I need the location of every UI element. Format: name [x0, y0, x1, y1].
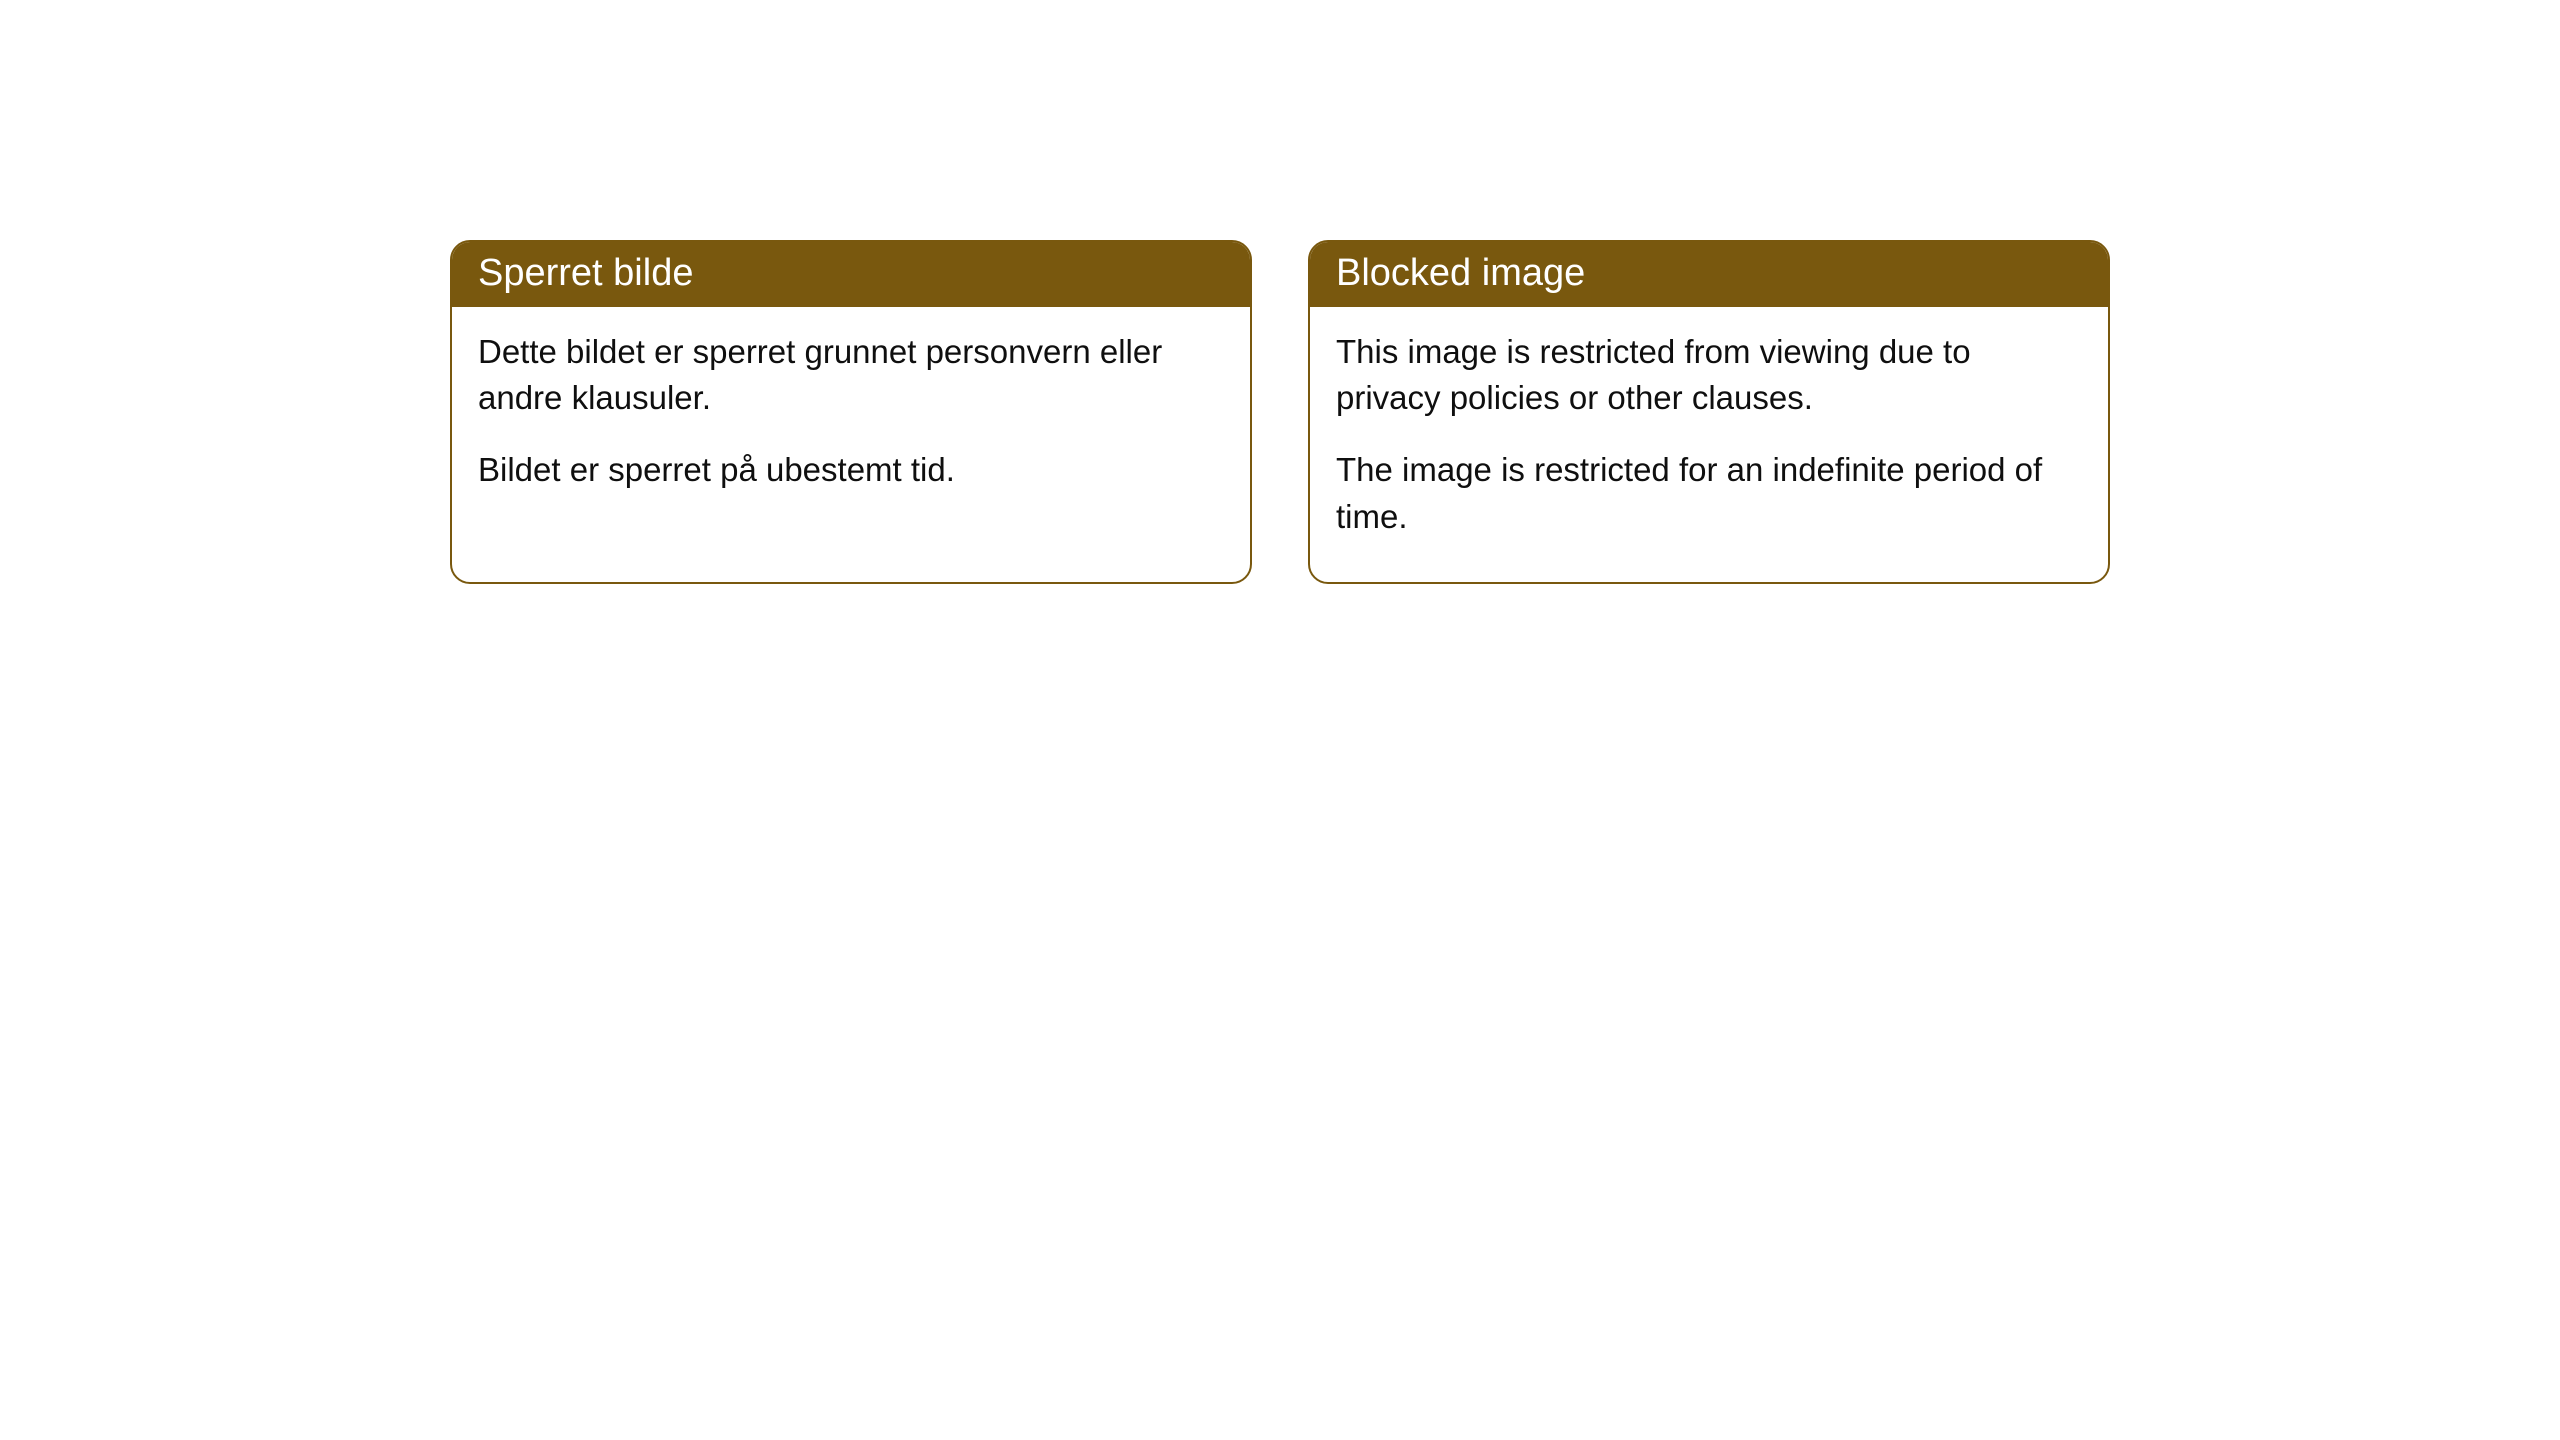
notice-paragraph: This image is restricted from viewing du…	[1336, 329, 2082, 421]
notice-card-english: Blocked image This image is restricted f…	[1308, 240, 2110, 584]
notice-container: Sperret bilde Dette bildet er sperret gr…	[450, 240, 2110, 584]
notice-header: Sperret bilde	[452, 242, 1250, 307]
notice-header: Blocked image	[1310, 242, 2108, 307]
notice-paragraph: Bildet er sperret på ubestemt tid.	[478, 447, 1224, 493]
notice-body: Dette bildet er sperret grunnet personve…	[452, 307, 1250, 536]
notice-body: This image is restricted from viewing du…	[1310, 307, 2108, 582]
notice-paragraph: The image is restricted for an indefinit…	[1336, 447, 2082, 539]
notice-paragraph: Dette bildet er sperret grunnet personve…	[478, 329, 1224, 421]
notice-card-norwegian: Sperret bilde Dette bildet er sperret gr…	[450, 240, 1252, 584]
